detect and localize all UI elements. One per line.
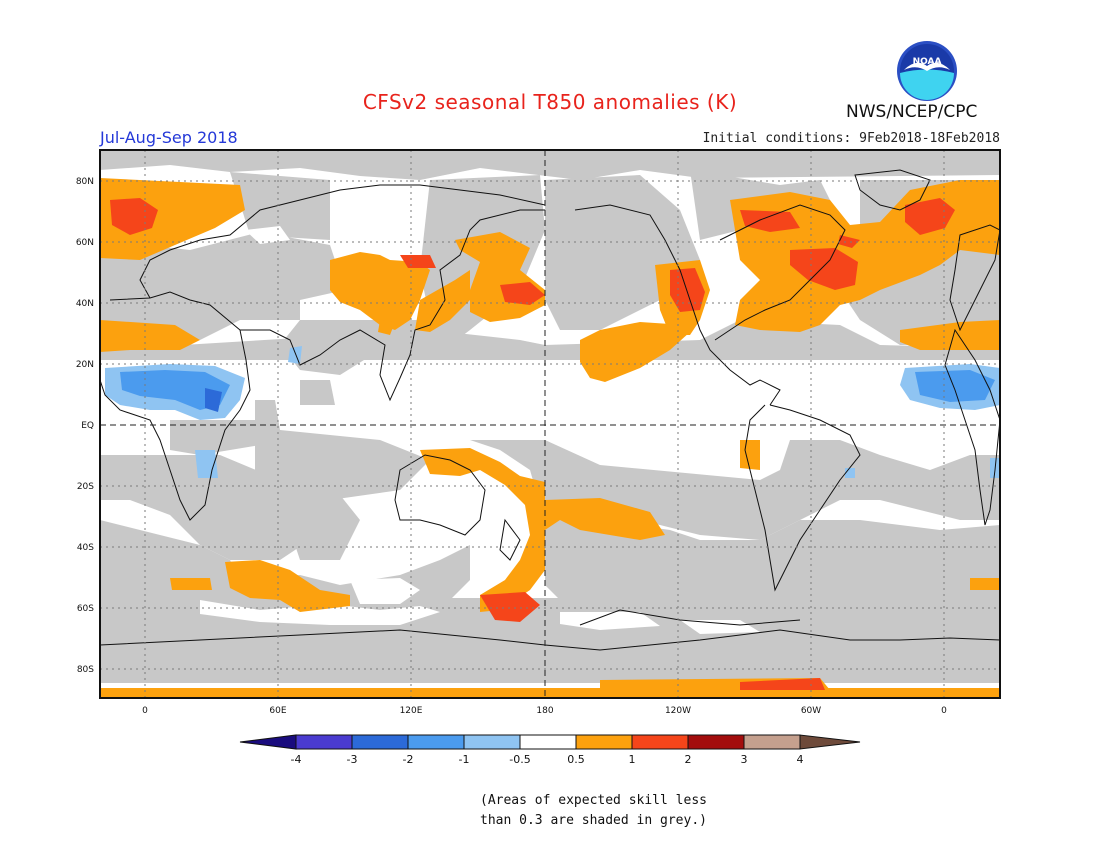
colorbar-cell [743, 734, 801, 750]
lat-tick-label: 40S [77, 543, 94, 553]
low-skill-grey-areas [100, 150, 1000, 698]
colorbar-label: 2 [685, 753, 692, 766]
colorbar-label: -1 [459, 753, 470, 766]
warm-anomaly-1-2 [110, 198, 955, 690]
equator-dateline [100, 150, 1000, 698]
lon-tick-label: 0 [142, 706, 148, 716]
logo-text: NOAA [913, 57, 942, 67]
skill-footnote: (Areas of expected skill less than 0.3 a… [480, 793, 707, 828]
initial-conditions: Initial conditions: 9Feb2018-18Feb2018 [702, 131, 1000, 146]
colorbar-labels: -4 -3 -2 -1 -0.5 0.5 1 2 3 4 [291, 753, 804, 766]
forecast-period: Jul-Aug-Sep 2018 [100, 128, 238, 147]
lon-tick-label: 120E [400, 706, 423, 716]
lon-tick-label: 60W [801, 706, 821, 716]
colorbar-cell [463, 734, 521, 750]
longitude-ticks: 0 60E 120E 180 120W 60W 0 [142, 706, 947, 716]
colorbar-cell [575, 734, 633, 750]
cool-anomaly-areas [105, 346, 1000, 478]
graticule [100, 150, 1000, 698]
continent-outlines [100, 169, 1000, 651]
colorbar-cell [519, 734, 577, 750]
lon-tick-label: 0 [941, 706, 947, 716]
agency-label: NWS/NCEP/CPC [846, 102, 978, 122]
colorbar-label: -2 [403, 753, 414, 766]
lon-tick-label: 180 [536, 706, 553, 716]
colorbar-label: -0.5 [509, 753, 530, 766]
colorbar-cells [239, 734, 861, 750]
colorbar-label: 1 [629, 753, 636, 766]
lat-tick-label: 60N [76, 238, 94, 248]
lat-tick-label: 80S [77, 665, 94, 675]
colorbar-cell [407, 734, 465, 750]
lat-tick-label: 20N [76, 360, 94, 370]
colorbar-cell [295, 734, 353, 750]
lon-tick-label: 120W [665, 706, 691, 716]
colorbar-label: -3 [347, 753, 358, 766]
latitude-ticks: 80N 60N 40N 20N EQ 20S 40S 60S 80S [76, 177, 94, 675]
lat-tick-label: 40N [76, 299, 94, 309]
colorbar-label: 0.5 [567, 753, 585, 766]
colorbar-label: 4 [797, 753, 804, 766]
colorbar-arrow-high [799, 734, 861, 750]
colorbar-cell [687, 734, 745, 750]
lat-tick-label: 60S [77, 604, 94, 614]
map-frame [99, 149, 1001, 699]
colorbar-label: 3 [741, 753, 748, 766]
lat-tick-label: EQ [81, 421, 94, 431]
colorbar-label: -4 [291, 753, 302, 766]
lon-tick-label: 60E [269, 706, 286, 716]
map-title: CFSv2 seasonal T850 anomalies (K) [362, 90, 738, 114]
lat-tick-label: 20S [77, 482, 94, 492]
lat-tick-label: 80N [76, 177, 94, 187]
noaa-logo: NOAA [897, 41, 957, 101]
colorbar-cell [631, 734, 689, 750]
colorbar-arrow-low [239, 734, 297, 750]
colorbar-cell [351, 734, 409, 750]
